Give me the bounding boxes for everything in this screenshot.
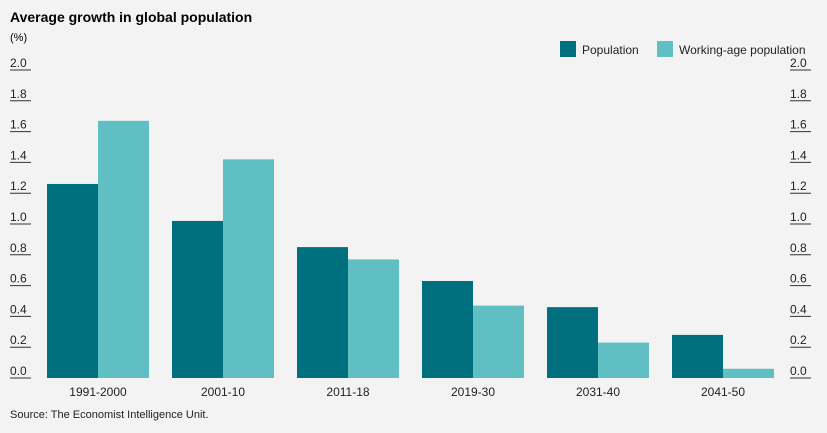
y-tick-label-left: 0.2 [10,333,27,347]
y-tick-label-right: 1.8 [790,87,807,101]
x-tick-label: 2041-50 [701,385,745,399]
y-tick-label-right: 0.8 [790,241,807,255]
source-note: Source: The Economist Intelligence Unit. [10,409,209,421]
y-axis-left: 2.0 1.8 1.6 1.4 1.2 1.0 0.8 0.6 0.4 0.2 0.0 [10,56,31,379]
unit-label: (%) [10,32,27,44]
legend-label-population: Population [582,43,639,57]
x-tick-label: 2019-30 [451,385,495,399]
y-tick-label-right: 2.0 [790,56,807,70]
y-tick-label-right: 1.4 [790,148,807,162]
legend-label-working-age: Working-age population [679,43,806,57]
bar-working-age-2041-50 [723,368,774,378]
bar-population-2019-30 [422,280,473,378]
bar-population-2031-40 [547,307,598,378]
x-axis: 1991-2000 2001-10 2011-18 2019-30 2031-40 204… [69,385,745,399]
legend: Population Working-age population [560,41,806,57]
y-tick-label-left: 2.0 [10,56,27,70]
y-tick-label-left: 1.0 [10,210,27,224]
bar-population-2011-18 [297,247,348,378]
y-tick-label-left: 0.6 [10,272,27,286]
bar-working-age-2011-18 [348,259,399,378]
y-tick-label-left: 0.4 [10,302,27,316]
bar-working-age-2031-40 [598,342,649,378]
y-tick-label-right: 1.0 [790,210,807,224]
legend-swatch-working-age [657,41,673,57]
y-tick-label-right: 0.6 [790,272,807,286]
bar-working-age-1991-2000 [98,120,149,378]
y-tick-label-left: 1.2 [10,179,27,193]
bar-population-2001-10 [172,220,223,378]
bar-working-age-2019-30 [473,305,524,378]
y-tick-label-left: 1.6 [10,118,27,132]
chart-title: Average growth in global population [10,9,252,25]
bar-population-2041-50 [672,334,723,378]
y-tick-label-left: 1.4 [10,148,27,162]
y-tick-label-right: 0.0 [790,364,807,378]
x-tick-label: 2011-18 [326,385,369,399]
legend-swatch-population [560,41,576,57]
y-tick-label-right: 0.2 [790,333,807,347]
y-tick-label-left: 1.8 [10,87,27,101]
x-tick-label: 2001-10 [201,385,245,399]
y-tick-label-right: 1.6 [790,118,807,132]
y-axis-right: 2.0 1.8 1.6 1.4 1.2 1.0 0.8 0.6 0.4 0.2 0.0 [790,56,811,379]
y-tick-label-left: 0.8 [10,241,27,255]
y-tick-label-left: 0.0 [10,364,27,378]
bar-population-1991-2000 [47,183,98,378]
bars [47,120,774,378]
x-tick-label: 1991-2000 [69,385,127,399]
y-tick-label-right: 0.4 [790,302,807,316]
x-tick-label: 2031-40 [576,385,620,399]
y-tick-label-right: 1.2 [790,179,807,193]
bar-working-age-2001-10 [223,159,274,378]
